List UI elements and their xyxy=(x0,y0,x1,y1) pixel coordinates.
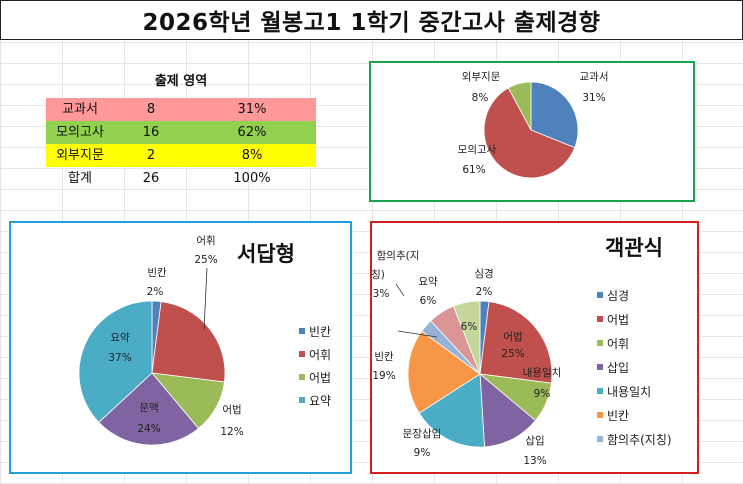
legend-swatch xyxy=(299,374,305,380)
pie-slice-2-1[interactable] xyxy=(479,301,553,384)
slice-pct: 2% xyxy=(147,286,164,298)
chart-title: 서답형 xyxy=(237,242,295,266)
slice-pct: 25% xyxy=(501,348,524,360)
slice-label: 어법 xyxy=(503,331,522,343)
legend-swatch xyxy=(597,340,603,346)
legend-swatch xyxy=(299,328,305,334)
slice-pct: 3% xyxy=(373,288,390,300)
slice-label: 요약 xyxy=(418,276,438,288)
table-cell-count: 2 xyxy=(146,148,156,163)
slice-label: 모의고사 xyxy=(458,144,497,156)
pie-written xyxy=(78,300,226,446)
legend-swatch xyxy=(299,397,305,403)
table-cell-name: 교과서 xyxy=(62,102,98,117)
legend-swatch xyxy=(597,388,603,394)
legend-entry: 어법 xyxy=(607,313,629,327)
leader-line xyxy=(203,267,208,331)
slice-pct: 6% xyxy=(420,295,437,307)
pie-objective xyxy=(407,300,553,448)
legend-entry: 빈칸 xyxy=(309,325,331,339)
legend-entry: 함의추(지칭) xyxy=(607,433,672,447)
slice-pct: 25% xyxy=(194,254,217,266)
slice-label: 문맥 xyxy=(139,402,158,414)
legend-swatch xyxy=(597,292,603,298)
legend-entry: 내용일치 xyxy=(607,385,651,399)
legend-entry: 삽입 xyxy=(607,361,629,375)
pie-slice-0-1[interactable] xyxy=(483,87,576,179)
slice-label: 요약 xyxy=(110,332,130,344)
table-cell-pct: 8% xyxy=(241,148,263,163)
table-cell-name: 모의고사 xyxy=(56,125,104,140)
slice-pct: 6% xyxy=(461,321,478,333)
table-row: 외부지문 2 8% xyxy=(46,144,316,167)
table-row: 합계 26 100% xyxy=(46,167,316,190)
leader-line xyxy=(397,330,438,338)
pie-slice-0-2[interactable] xyxy=(507,81,532,131)
slice-pct: 37% xyxy=(108,352,131,364)
legend-entry: 빈칸 xyxy=(607,409,629,423)
pie-slice-1-1[interactable] xyxy=(151,301,226,383)
slice-pct: 13% xyxy=(523,455,546,467)
slice-pct: 9% xyxy=(534,388,551,400)
legend-entry: 심경 xyxy=(607,289,629,303)
table-cell-count: 16 xyxy=(142,125,160,140)
legend-entry: 어휘 xyxy=(607,337,629,351)
table-cell-count: 8 xyxy=(146,102,156,117)
slice-label: 심경 xyxy=(474,267,493,280)
table-cell-pct: 62% xyxy=(237,125,267,140)
summary-table: 출제 영역 교과서 8 31% 모의고사 16 62% 외부지문 2 8% 합계 26 100% xyxy=(46,66,316,190)
table-row: 모의고사 16 62% xyxy=(46,121,316,144)
table-cell-name: 합계 xyxy=(68,171,92,186)
pie-slice-2-9[interactable] xyxy=(452,300,481,375)
slice-label: 외부지문 xyxy=(462,71,501,83)
chart-title: 객관식 xyxy=(605,236,663,260)
slice-label: 문장삽입 xyxy=(403,427,442,440)
slice-pct: 61% xyxy=(462,164,485,176)
table-cell-pct: 31% xyxy=(237,102,267,117)
legend-entry: 어휘 xyxy=(309,348,331,362)
pie-slice-2-5[interactable] xyxy=(418,373,485,448)
page-title: 2026학년 월봉고1 1학기 중간고사 출제경향 xyxy=(0,0,743,40)
leader-line xyxy=(395,283,405,297)
slice-pct: 12% xyxy=(220,426,243,438)
slice-pct: 9% xyxy=(414,447,431,459)
legend-swatch xyxy=(597,316,603,322)
table-cell-count: 26 xyxy=(142,171,160,186)
legend-swatch xyxy=(597,364,603,370)
slice-pct: 31% xyxy=(582,92,605,104)
pie-slice-1-4[interactable] xyxy=(78,300,153,423)
slice-pct: 24% xyxy=(137,423,160,435)
slice-label: 교과서 xyxy=(580,71,609,83)
legend-entry: 요약 xyxy=(309,393,331,408)
legend-swatch xyxy=(597,412,603,418)
slice-label: 함의추(지 xyxy=(377,250,420,262)
pie-slice-2-6[interactable] xyxy=(407,330,481,414)
pie-source xyxy=(483,81,579,179)
table-header: 출제 영역 xyxy=(154,74,208,89)
slice-pct: 19% xyxy=(372,370,395,382)
slice-label: 빈칸 xyxy=(374,351,394,363)
legend-swatch xyxy=(597,436,603,442)
slice-label: 빈칸 xyxy=(147,267,167,279)
slice-label: 어법 xyxy=(222,404,241,416)
pie-slice-1-3[interactable] xyxy=(98,372,200,446)
slice-label: 삽입 xyxy=(525,434,544,447)
slice-pct: 8% xyxy=(472,92,489,104)
slice-label: 칭) xyxy=(371,269,385,281)
slice-label: 어휘 xyxy=(196,235,215,247)
table-cell-pct: 100% xyxy=(233,171,271,186)
slice-label: 내용일치 xyxy=(523,366,562,379)
pie-slice-0-0[interactable] xyxy=(530,81,579,149)
table-row: 교과서 8 31% xyxy=(46,98,316,121)
table-cell-name: 외부지문 xyxy=(56,148,104,163)
legend-swatch xyxy=(299,351,305,357)
slice-pct: 2% xyxy=(476,286,493,298)
legend-entry: 어법 xyxy=(309,371,331,385)
pie-slice-2-3[interactable] xyxy=(479,373,537,448)
